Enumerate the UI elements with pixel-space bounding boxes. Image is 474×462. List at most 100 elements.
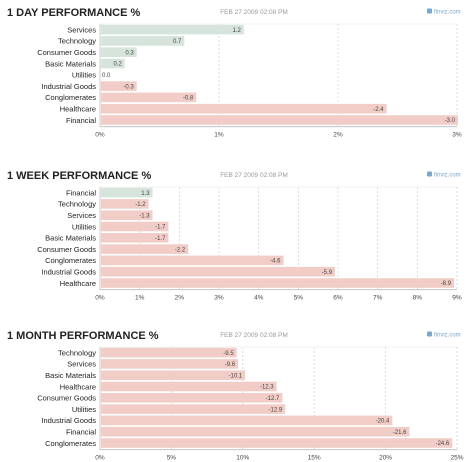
- x-tick-label: 3%: [452, 132, 462, 139]
- x-tick-label: 10%: [236, 455, 249, 462]
- category-label: Services: [67, 360, 96, 369]
- chart-title: 1 DAY PERFORMANCE %: [7, 7, 140, 19]
- bar-value-label: 0.2: [113, 62, 122, 68]
- category-label: Technology: [58, 37, 96, 46]
- x-tick-label: 2%: [333, 132, 343, 139]
- category-label: Consumer Goods: [37, 48, 96, 57]
- bar: [101, 359, 239, 369]
- x-tick-label: 8%: [413, 295, 423, 302]
- bar: [101, 36, 185, 46]
- chart-source: finviz.com: [434, 333, 461, 339]
- category-label: Services: [67, 211, 96, 220]
- x-tick-label: 3%: [214, 295, 224, 302]
- chart-timestamp: FEB 27 2009 02:08 PM: [220, 332, 288, 339]
- bar-value-label: -0.8: [183, 96, 194, 102]
- bar: [101, 92, 197, 103]
- bar-value-label: -24.6: [436, 441, 450, 447]
- bar: [101, 266, 336, 277]
- bar: [101, 244, 189, 254]
- category-label: Utilities: [72, 222, 96, 231]
- bar: [101, 278, 455, 288]
- bar-value-label: -1.7: [155, 225, 166, 231]
- category-label: Technology: [58, 200, 96, 209]
- bar: [101, 187, 153, 198]
- category-label: Basic Materials: [45, 59, 96, 68]
- category-label: Financial: [66, 188, 96, 197]
- x-tick-label: 1%: [214, 132, 224, 139]
- bar-value-label: 0.3: [125, 50, 134, 56]
- bar-value-label: 0.0: [102, 73, 111, 79]
- finviz-logo-icon: [427, 171, 432, 177]
- bar-value-label: -4.6: [270, 259, 281, 265]
- x-tick-label: 1%: [135, 295, 145, 302]
- bar-value-label: -5.9: [322, 270, 333, 276]
- bar-value-label: -9.5: [223, 351, 234, 357]
- bar-value-label: -10.1: [229, 373, 243, 379]
- bar-value-label: -1.7: [155, 236, 166, 242]
- finviz-logo-icon: [427, 331, 432, 337]
- chart-timestamp: FEB 27 2009 02:08 PM: [220, 172, 288, 179]
- bar: [101, 115, 458, 125]
- category-label: Utilities: [72, 71, 96, 80]
- bar-value-label: -9.6: [225, 362, 236, 368]
- category-label: Healthcare: [60, 105, 96, 114]
- category-label: Conglomerates: [45, 93, 96, 102]
- category-label: Consumer Goods: [37, 394, 96, 403]
- bar-value-label: -2.2: [175, 247, 186, 253]
- x-tick-label: 5%: [294, 295, 304, 302]
- bar: [101, 103, 387, 114]
- bar: [101, 438, 453, 448]
- category-label: Services: [67, 25, 96, 34]
- x-tick-label: 6%: [333, 295, 343, 302]
- category-label: Conglomerates: [45, 256, 96, 265]
- bar: [101, 58, 125, 69]
- bar-value-label: -21.6: [393, 430, 407, 436]
- bar-value-label: -1.2: [135, 202, 146, 208]
- bar-value-label: -20.4: [376, 419, 390, 425]
- bar: [101, 233, 169, 243]
- x-tick-label: 4%: [254, 295, 264, 302]
- bar: [101, 81, 137, 91]
- chart-title: 1 WEEK PERFORMANCE %: [7, 170, 151, 182]
- finviz-logo-icon: [427, 8, 432, 14]
- x-tick-label: 9%: [452, 295, 462, 302]
- category-label: Technology: [58, 348, 96, 357]
- x-tick-label: 5%: [167, 455, 177, 462]
- category-label: Utilities: [72, 405, 96, 414]
- category-label: Consumer Goods: [37, 245, 96, 254]
- category-label: Healthcare: [60, 382, 96, 391]
- x-tick-label: 15%: [308, 455, 321, 462]
- bar-value-label: -0.3: [123, 84, 134, 90]
- category-label: Basic Materials: [45, 234, 96, 243]
- x-tick-label: 7%: [373, 295, 383, 302]
- bar: [101, 47, 137, 57]
- category-label: Financial: [66, 428, 96, 437]
- bar-value-label: -12.3: [260, 385, 274, 391]
- chart-title: 1 MONTH PERFORMANCE %: [7, 330, 159, 342]
- chart-source: finviz.com: [434, 173, 461, 179]
- bar: [101, 415, 393, 426]
- bar-value-label: 1.3: [141, 191, 150, 197]
- bar: [101, 24, 244, 35]
- bar-value-label: -3.0: [445, 118, 456, 124]
- bar-value-label: 0.7: [173, 39, 182, 45]
- x-tick-label: 20%: [379, 455, 392, 462]
- bar-value-label: -1.3: [139, 213, 150, 219]
- x-tick-label: 0%: [95, 455, 105, 462]
- x-tick-label: 25%: [450, 455, 463, 462]
- x-tick-label: 2%: [175, 295, 185, 302]
- bar: [101, 210, 153, 220]
- x-tick-label: 0%: [95, 295, 105, 302]
- category-label: Basic Materials: [45, 371, 96, 380]
- chart-timestamp: FEB 27 2009 02:08 PM: [220, 9, 288, 16]
- chart-source: finviz.com: [434, 10, 461, 16]
- x-tick-label: 0%: [95, 132, 105, 139]
- category-label: Conglomerates: [45, 439, 96, 448]
- bar-value-label: -12.9: [269, 407, 283, 413]
- bar: [101, 255, 284, 266]
- category-label: Industrial Goods: [41, 416, 96, 425]
- bar-value-label: 1.2: [232, 28, 241, 34]
- bar: [101, 393, 283, 403]
- category-label: Financial: [66, 116, 96, 125]
